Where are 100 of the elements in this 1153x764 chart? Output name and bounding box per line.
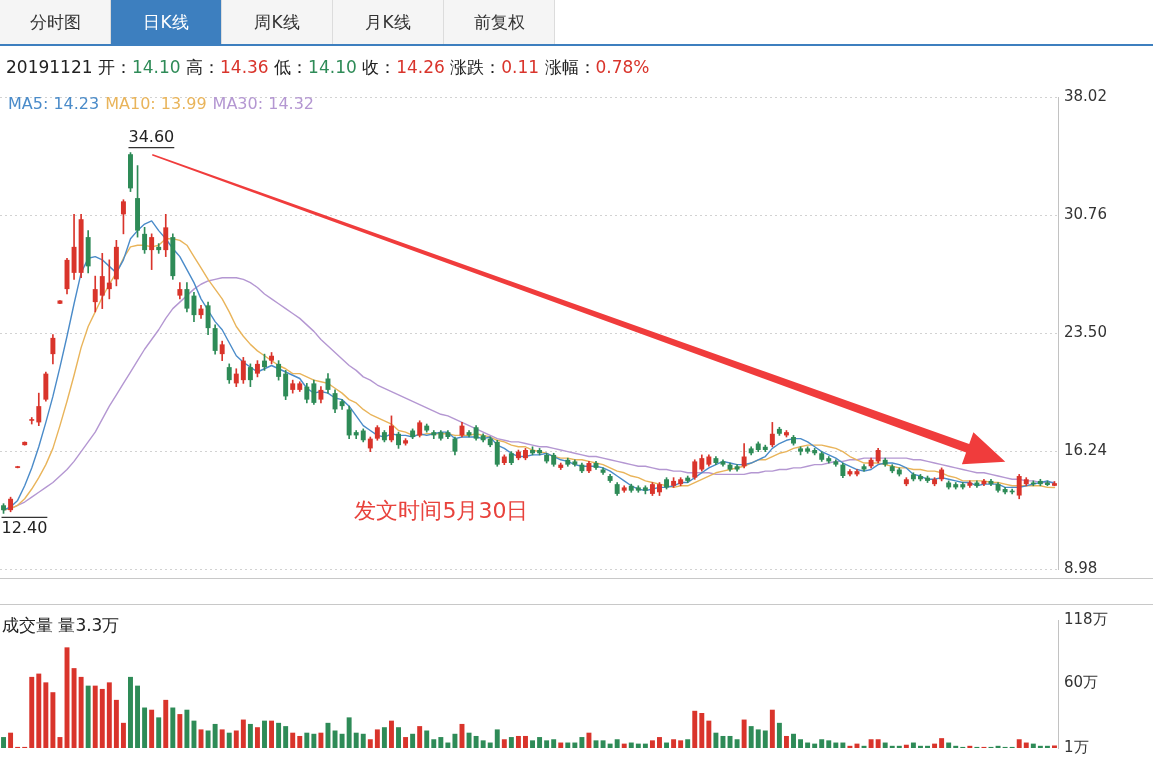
bar: [776, 722, 782, 748]
bar: [706, 720, 712, 748]
bar: [544, 740, 550, 748]
bar: [995, 745, 1001, 748]
bar: [226, 732, 232, 748]
bar: [297, 735, 303, 748]
bar: [1037, 745, 1043, 748]
bar: [353, 732, 359, 748]
bar: [713, 732, 719, 748]
bar: [551, 739, 557, 748]
bar: [410, 733, 416, 748]
bar: [586, 732, 592, 748]
bar: [600, 740, 606, 748]
bar: [417, 726, 423, 748]
bar: [480, 740, 486, 748]
bar: [233, 730, 239, 748]
bar: [106, 682, 112, 748]
bar: [120, 722, 126, 748]
bar: [311, 733, 317, 748]
bar: [438, 737, 444, 748]
bar: [424, 730, 430, 748]
text: 日K线: [111, 0, 222, 44]
bar: [769, 709, 775, 748]
bar: [925, 745, 930, 748]
bar: [403, 737, 409, 748]
bar: [85, 685, 91, 748]
bar: [177, 714, 183, 748]
bar: [1052, 745, 1057, 748]
bar: [967, 745, 973, 748]
text: MA30: 14.32: [212, 94, 314, 113]
bar: [678, 740, 684, 748]
bar: [692, 710, 698, 748]
bar: [212, 723, 218, 748]
bar: [896, 745, 902, 748]
bar: [1016, 739, 1022, 748]
bar: [8, 732, 14, 748]
bar: [156, 717, 162, 748]
bar: [269, 720, 275, 748]
bar: [812, 743, 818, 748]
y-tick-label: 1万: [1064, 737, 1089, 756]
bar: [163, 699, 169, 748]
bar: [657, 737, 662, 748]
bar: [882, 742, 888, 748]
bar: [953, 745, 959, 748]
bar: [276, 722, 282, 748]
bar: [720, 735, 726, 748]
chart-title: 成交量: [2, 615, 53, 635]
bar: [649, 740, 655, 748]
bar: [374, 729, 380, 748]
bar: [734, 739, 740, 748]
bar: [99, 688, 105, 748]
bar: [847, 745, 853, 748]
text: MA5: 14.23: [8, 94, 100, 113]
bar: [607, 743, 613, 748]
candlestick: [106, 259, 112, 300]
bar: [78, 676, 84, 748]
bar: [741, 719, 747, 748]
annotation: 34.60: [128, 126, 175, 146]
bar: [396, 727, 401, 748]
text: 周K线: [222, 0, 333, 44]
bar: [494, 729, 500, 748]
y-tick-label: 38.02: [1064, 86, 1107, 105]
bar: [791, 733, 796, 748]
bar: [939, 738, 945, 748]
bar: [29, 676, 35, 748]
bar: [367, 739, 373, 748]
bar: [219, 729, 225, 748]
chart-subtitle: 量3.3万: [57, 615, 120, 635]
bar: [57, 737, 63, 748]
annotation: 12.40: [1, 517, 48, 537]
bar: [445, 742, 451, 748]
chart-title: 20191121 开：14.10 高：14.36 低：14.10 收：14.26 涨跌：0.11 涨幅：0.78%: [6, 57, 650, 77]
bar: [783, 735, 789, 748]
bar: [579, 737, 585, 748]
bar: [149, 709, 155, 748]
bar: [946, 742, 952, 748]
text: MA10: 13.99: [105, 94, 207, 113]
bar: [431, 739, 437, 748]
bar: [932, 743, 938, 748]
bar: [798, 739, 804, 748]
bar: [508, 737, 514, 748]
bar: [614, 739, 620, 748]
y-tick-label: 8.98: [1064, 558, 1098, 577]
bar: [205, 730, 211, 748]
bar: [664, 742, 670, 748]
bar: [318, 732, 324, 748]
bar: [332, 730, 338, 748]
annotation: 发文时间5月30日: [354, 498, 529, 524]
bar: [628, 742, 634, 748]
bar: [819, 739, 825, 748]
bar: [142, 707, 148, 748]
bar: [254, 727, 260, 748]
text: 分时图: [0, 0, 111, 44]
bar: [262, 720, 267, 748]
bar: [868, 739, 874, 748]
bar: [43, 682, 49, 748]
bar: [360, 733, 366, 748]
bar: [910, 742, 916, 748]
bar: [36, 673, 42, 748]
bar: [826, 740, 832, 748]
